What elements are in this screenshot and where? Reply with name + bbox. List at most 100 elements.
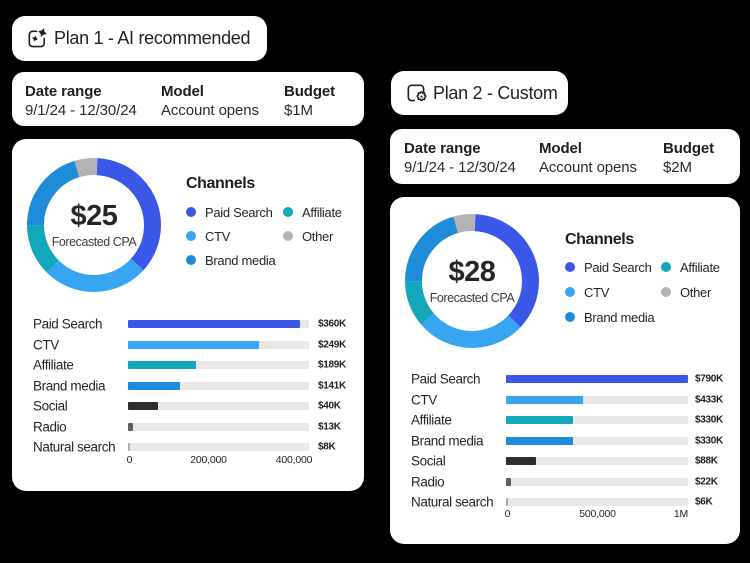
bar-track — [506, 416, 688, 424]
bar-fill — [506, 477, 511, 486]
legend-item-affiliate: Affiliate — [661, 255, 720, 279]
bar-label: CTV — [411, 392, 437, 407]
paid-search-dot-icon — [186, 207, 196, 217]
bar-track — [128, 381, 309, 390]
legend-item-other: Other — [283, 224, 333, 248]
bar-fill — [506, 436, 573, 445]
bar-fill — [506, 416, 574, 424]
legend-label: Brand media — [205, 252, 276, 268]
axis-tick-0: 0 — [126, 454, 133, 466]
bar-label: Natural search — [33, 439, 116, 455]
ctv-dot-icon — [186, 231, 196, 241]
bar-track — [128, 422, 309, 431]
bar-row-social: Social $88K — [390, 451, 740, 471]
bar-fill — [128, 381, 180, 390]
bar-value: $6K — [695, 496, 713, 508]
affiliate-dot-icon — [661, 262, 671, 272]
plan1-budget: Budget $1M — [284, 83, 335, 119]
bar-row-ctv: CTV $249K — [12, 335, 364, 355]
custom-plan-icon — [404, 81, 428, 105]
legend-label: Affiliate — [302, 204, 342, 220]
bar-row-radio: Radio $22K — [390, 472, 740, 492]
plan1-donut-center: $25 Forecasted CPA — [27, 158, 161, 292]
bar-value: $13K — [318, 421, 341, 432]
bar-row-affiliate: Affiliate $330K — [390, 410, 740, 430]
bar-label: Social — [33, 398, 68, 414]
axis-tick-1m: 1M — [673, 508, 689, 520]
date-range-label: Date range — [404, 140, 481, 157]
plan1-title-card[interactable]: Plan 1 - AI recommended — [12, 16, 267, 61]
legend-label: Paid Search — [205, 204, 273, 220]
legend-label: Brand media — [584, 309, 655, 325]
bar-track — [128, 361, 309, 369]
legend-item-paid-search: Paid Search — [186, 200, 273, 224]
budget-value: $2M — [663, 159, 692, 176]
bar-label: Social — [411, 453, 446, 469]
bar-track — [506, 436, 688, 445]
bar-fill — [128, 422, 134, 431]
legend-label: Other — [680, 284, 712, 300]
axis-tick-200000: 200,000 — [190, 454, 227, 466]
plan1-title: Plan 1 - AI recommended — [54, 28, 251, 48]
bar-track — [128, 340, 309, 349]
legend-item-brand-media: Brand media — [565, 305, 655, 329]
plan1-cpa-value: $25 — [70, 200, 118, 233]
plan2-budget: Budget $2M — [663, 140, 714, 176]
plan2-title-card[interactable]: Plan 2 - Custom — [391, 71, 568, 115]
bar-track — [506, 457, 688, 465]
bar-track — [128, 320, 309, 328]
bar-value: $88K — [695, 455, 718, 467]
bar-row-brand-media: Brand media $141K — [12, 376, 364, 396]
legend-item-ctv: CTV — [565, 280, 609, 304]
date-range-value: 9/1/24 - 12/30/24 — [25, 102, 137, 119]
bar-track — [506, 375, 688, 383]
bar-row-natural-search: Natural search $6K — [390, 492, 740, 512]
bar-value: $790K — [695, 373, 723, 385]
plan1-chart-card: $25 Forecasted CPA Channels Paid Search … — [12, 139, 364, 491]
bar-fill — [506, 395, 583, 404]
bar-track — [506, 395, 688, 404]
bar-row-radio: Radio $13K — [12, 417, 364, 437]
bar-fill — [506, 375, 688, 383]
plan2-channels-heading: Channels — [565, 231, 634, 248]
plan2-model: Model Account opens — [539, 140, 637, 176]
bar-fill — [128, 320, 300, 328]
bar-label: Radio — [33, 419, 67, 434]
plan1-date-range: Date range 9/1/24 - 12/30/24 — [25, 83, 137, 119]
bar-row-social: Social $40K — [12, 396, 364, 416]
legend-item-other: Other — [661, 280, 711, 304]
bar-value: $22K — [695, 476, 718, 487]
legend-item-ctv: CTV — [186, 224, 230, 248]
bar-fill — [128, 443, 131, 451]
budget-value: $1M — [284, 102, 313, 119]
other-dot-icon — [283, 231, 293, 241]
plan1-channels-heading: Channels — [186, 175, 255, 192]
budget-label: Budget — [284, 83, 336, 100]
ai-plan-icon — [25, 27, 49, 51]
model-label: Model — [539, 140, 582, 157]
bar-label: Paid Search — [411, 371, 481, 387]
bar-fill — [128, 402, 159, 410]
budget-label: Budget — [663, 140, 715, 157]
date-range-value: 9/1/24 - 12/30/24 — [404, 159, 516, 176]
model-value: Account opens — [161, 102, 259, 119]
ctv-dot-icon — [565, 287, 575, 297]
bar-value: $330K — [695, 435, 723, 446]
legend-label: CTV — [205, 228, 231, 244]
bar-label: Brand media — [33, 378, 106, 393]
bar-track — [128, 402, 309, 410]
axis-tick-500000: 500,000 — [579, 508, 616, 520]
date-range-label: Date range — [25, 83, 102, 100]
plan2-donut-chart: $28 Forecasted CPA — [405, 214, 539, 348]
legend-label: CTV — [584, 284, 610, 300]
bar-value: $40K — [318, 400, 341, 412]
bar-label: Affiliate — [33, 357, 74, 373]
bar-row-natural-search: Natural search $8K — [12, 437, 364, 457]
bar-fill — [506, 457, 537, 465]
bar-value: $141K — [318, 380, 346, 391]
bar-fill — [506, 498, 509, 506]
legend-label: Affiliate — [680, 259, 720, 275]
bar-row-brand-media: Brand media $330K — [390, 431, 740, 451]
bar-label: Affiliate — [411, 412, 452, 428]
